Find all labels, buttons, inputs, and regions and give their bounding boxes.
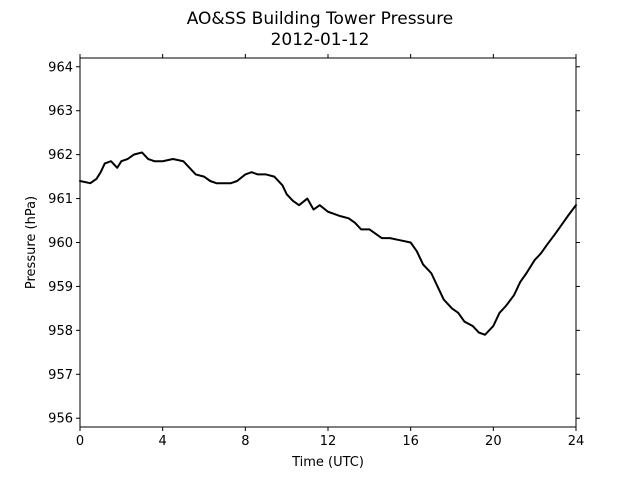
pressure-series-line bbox=[79, 151, 577, 336]
y-axis-ticks: 956 957 958 959 960 961 962 963 964 bbox=[48, 60, 580, 427]
x-axis-label: Time (UTC) bbox=[291, 455, 364, 470]
y-tick-label: 956 bbox=[48, 412, 73, 427]
y-tick-label: 962 bbox=[48, 148, 73, 163]
x-tick-label: 16 bbox=[402, 434, 419, 449]
y-tick-label: 964 bbox=[48, 60, 73, 75]
chart-title: AO&SS Building Tower Pressure bbox=[187, 9, 454, 29]
y-tick-label: 958 bbox=[48, 324, 73, 339]
y-tick-label: 960 bbox=[48, 236, 73, 251]
x-tick-label: 0 bbox=[76, 434, 84, 449]
x-tick-label: 4 bbox=[159, 434, 167, 449]
plot-area: 0 4 8 12 16 20 24 956 957 958 959 960 961 962 963 964 bbox=[48, 54, 584, 449]
y-tick-label: 961 bbox=[48, 192, 73, 207]
y-tick-label: 959 bbox=[48, 280, 73, 295]
x-tick-label: 24 bbox=[568, 434, 585, 449]
y-axis-label: Pressure (hPa) bbox=[24, 196, 39, 289]
x-axis-ticks: 0 4 8 12 16 20 24 bbox=[76, 54, 584, 449]
series-layer bbox=[79, 151, 577, 336]
x-tick-label: 12 bbox=[320, 434, 337, 449]
y-tick-label: 963 bbox=[48, 104, 73, 119]
axes-frame bbox=[79, 57, 577, 428]
chart-subtitle: 2012-01-12 bbox=[271, 30, 370, 50]
x-tick-label: 20 bbox=[485, 434, 502, 449]
x-tick-label: 8 bbox=[241, 434, 249, 449]
y-tick-label: 957 bbox=[48, 368, 73, 383]
